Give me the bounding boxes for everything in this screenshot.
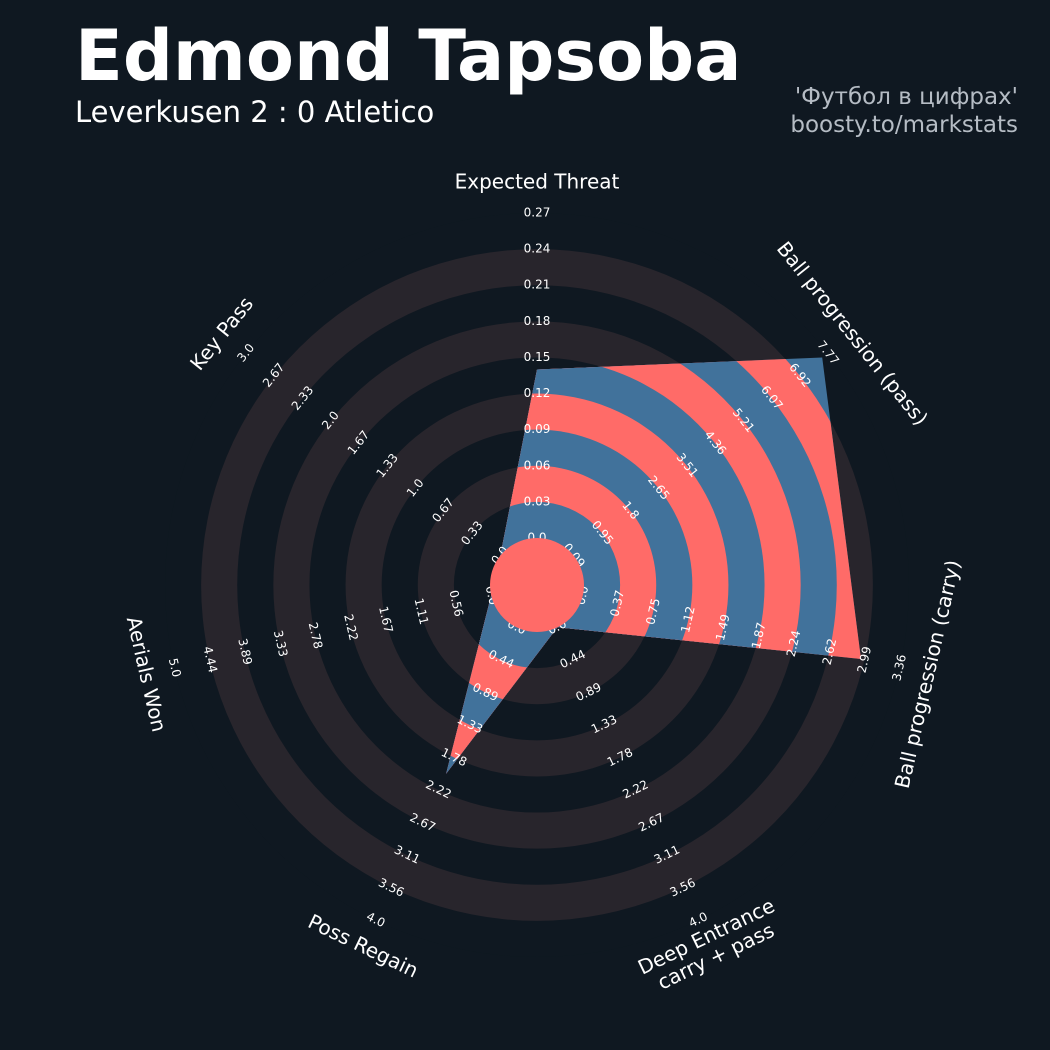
- param-label: Expected Threat: [455, 170, 620, 194]
- tick-label: 0.24: [524, 242, 551, 256]
- tick-label: 0.27: [524, 206, 551, 220]
- tick-label: 0.03: [524, 494, 551, 508]
- tick-label: 2.78: [306, 621, 326, 650]
- chart-subtitle: Leverkusen 2 : 0 Atletico: [75, 95, 434, 129]
- credit: 'Футбол в цифрах': [795, 84, 1018, 110]
- tick-label: 0.18: [524, 314, 551, 328]
- tick-label: 1.87: [749, 621, 769, 650]
- tick-label: 2.24: [784, 629, 804, 658]
- tick-label: 3.36: [889, 653, 909, 682]
- credit: boosty.to/markstats: [790, 112, 1018, 138]
- tick-label: 0.56: [446, 589, 466, 618]
- tick-label: 0.75: [643, 597, 663, 626]
- tick-label: 0.06: [524, 458, 551, 472]
- tick-label: 2.62: [820, 637, 840, 666]
- tick-label: 0.09: [524, 422, 551, 436]
- tick-label: 1.11: [412, 597, 432, 626]
- tick-label: 1.67: [376, 605, 396, 634]
- tick-label: 1.12: [678, 605, 698, 634]
- tick-label: 4.44: [201, 645, 221, 674]
- tick-label: 3.33: [271, 629, 291, 658]
- tick-label: 1.49: [713, 613, 733, 642]
- center-circle: [490, 538, 584, 632]
- tick-label: 0.12: [524, 386, 551, 400]
- tick-label: 3.89: [235, 637, 255, 666]
- tick-label: 0.15: [524, 350, 551, 364]
- chart-title: Edmond Tapsoba: [75, 15, 741, 97]
- tick-label: 2.99: [854, 645, 874, 674]
- tick-label: 0.21: [524, 278, 551, 292]
- tick-label: 5.0: [166, 657, 184, 679]
- tick-label: 0.37: [607, 589, 627, 618]
- tick-label: 2.22: [341, 613, 361, 642]
